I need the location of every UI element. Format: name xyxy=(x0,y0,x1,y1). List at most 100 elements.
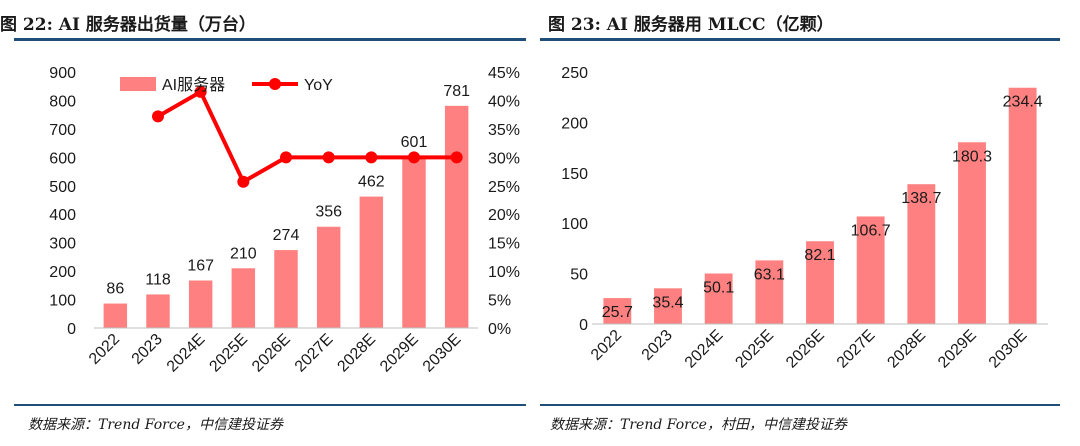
right-figure-title: 图 23: AI 服务器用 MLCC（亿颗） xyxy=(548,15,834,35)
right-bar xyxy=(704,273,733,324)
left-y2-tick-label: 5% xyxy=(488,293,511,310)
left-bar-data-label: 356 xyxy=(315,204,342,221)
left-x-tick-label: 2028E xyxy=(334,331,379,376)
left-yoy-marker xyxy=(365,151,378,164)
left-bar xyxy=(359,196,384,328)
left-legend-bar-swatch xyxy=(120,77,156,91)
right-bar xyxy=(603,298,632,324)
left-bar xyxy=(274,250,298,328)
left-yoy-marker xyxy=(194,85,207,98)
right-bar-data-label: 25.7 xyxy=(602,304,633,321)
left-bar-data-label: 118 xyxy=(145,271,171,288)
left-y2-tick-label: 15% xyxy=(488,236,520,253)
left-y2-tick-label: 25% xyxy=(488,179,520,196)
left-legend-bar-label: AI服务器 xyxy=(162,76,225,94)
right-bottom-rule xyxy=(540,404,1060,406)
left-y-tick-label: 500 xyxy=(49,179,76,196)
right-bar xyxy=(654,288,682,324)
right-y-tick-label: 200 xyxy=(561,115,588,132)
left-bottom-rule xyxy=(14,404,526,406)
left-bar-data-label: 274 xyxy=(273,227,300,244)
left-y-tick-label: 200 xyxy=(49,264,76,281)
right-y-tick-label: 250 xyxy=(561,65,588,82)
left-x-tick-label: 2023 xyxy=(129,331,166,368)
left-bar-data-label: 601 xyxy=(401,134,428,151)
left-legend-line-label: YoY xyxy=(304,77,333,94)
right-x-tick-label: 2024E xyxy=(682,327,727,372)
left-y-tick-label: 0 xyxy=(67,321,76,338)
left-bar-data-label: 210 xyxy=(230,245,257,262)
left-y2-tick-label: 35% xyxy=(488,122,520,139)
right-x-tick-label: 2022 xyxy=(588,327,625,364)
left-bar xyxy=(103,303,128,328)
left-yoy-marker xyxy=(280,151,292,164)
left-bar xyxy=(231,268,256,328)
left-y2-tick-label: 30% xyxy=(488,150,520,167)
right-y-tick-label: 100 xyxy=(561,216,588,233)
left-bar xyxy=(188,280,213,328)
right-chart: 0 50 100 150 200 250 25.7 35.4 50.1 63.1 82.1 106.7… xyxy=(561,65,1048,372)
left-bar xyxy=(316,226,341,328)
left-yoy-marker xyxy=(408,151,420,164)
right-bar xyxy=(806,241,834,324)
left-legend-line-marker xyxy=(269,78,281,90)
right-y-tick-label: 50 xyxy=(570,267,588,284)
right-x-tick-label: 2025E xyxy=(732,327,777,372)
left-x-tick-label: 2030E xyxy=(420,331,465,376)
right-x-tick-label: 2028E xyxy=(884,327,929,372)
right-x-tick-label: 2026E xyxy=(783,327,828,372)
left-x-tick-label: 2022 xyxy=(86,331,123,368)
left-y2-tick-label: 20% xyxy=(488,207,520,224)
right-bar-data-label: 82.1 xyxy=(804,247,835,264)
right-bar xyxy=(907,184,936,324)
left-bar-data-label: 781 xyxy=(443,83,470,100)
left-x-tick-label: 2025E xyxy=(206,331,251,376)
right-bar xyxy=(856,216,885,324)
right-x-tick-label: 2023 xyxy=(639,327,676,364)
left-y-tick-label: 400 xyxy=(49,207,76,224)
left-bar-data-label: 462 xyxy=(358,174,385,191)
left-yoy-line xyxy=(157,89,457,184)
left-bar-data-label: 167 xyxy=(187,257,214,274)
left-yoy-marker xyxy=(450,151,463,164)
left-bar xyxy=(146,294,170,328)
left-panel: 图 22: AI 服务器出货量（万台） 0 100 200 300 400 500 600 7… xyxy=(0,15,526,433)
left-source-note: 数据来源：Trend Force，中信建投证券 xyxy=(28,417,283,433)
left-bar xyxy=(402,157,426,328)
right-panel: 图 23: AI 服务器用 MLCC（亿颗） 0 50 100 150 200 250 25… xyxy=(540,0,1080,446)
left-bar xyxy=(444,105,469,328)
right-bar xyxy=(1008,87,1037,325)
left-x-tick-label: 2026E xyxy=(249,331,294,376)
right-bar-data-label: 106.7 xyxy=(851,222,891,239)
left-y-tick-label: 600 xyxy=(49,150,76,167)
left-y-tick-label: 100 xyxy=(49,293,76,310)
right-bar-data-label: 138.7 xyxy=(901,190,941,207)
right-bar-data-label: 234.4 xyxy=(1003,94,1043,111)
right-bar-data-label: 180.3 xyxy=(952,148,992,165)
right-bar-data-label: 63.1 xyxy=(754,266,785,283)
left-figure-title: 图 22: AI 服务器出货量（万台） xyxy=(0,15,256,35)
left-yoy-marker xyxy=(237,175,250,188)
right-top-rule xyxy=(540,38,1060,41)
left-y2-tick-label: 40% xyxy=(488,93,520,110)
left-y2-tick-label: 45% xyxy=(488,65,520,82)
right-y-tick-label: 150 xyxy=(561,166,588,183)
right-bar xyxy=(755,260,784,324)
right-x-tick-label: 2030E xyxy=(986,327,1031,372)
right-x-tick-label: 2029E xyxy=(935,327,980,372)
left-top-rule xyxy=(14,38,526,41)
left-yoy-marker xyxy=(322,151,335,164)
left-y-tick-label: 700 xyxy=(49,122,76,139)
left-yoy-marker xyxy=(152,110,164,123)
left-chart: 0 100 200 300 400 500 600 700 800 900 0% 5% 10% 15% 20… xyxy=(49,65,520,376)
right-bar-data-label: 35.4 xyxy=(652,294,683,311)
left-y-tick-label: 300 xyxy=(49,236,76,253)
left-x-tick-label: 2029E xyxy=(377,331,422,376)
left-y-tick-label: 900 xyxy=(49,65,76,82)
right-y-tick-label: 0 xyxy=(579,317,588,334)
left-y2-tick-label: 0% xyxy=(488,321,511,338)
right-x-tick-label: 2027E xyxy=(834,327,879,372)
left-x-tick-label: 2027E xyxy=(292,331,337,376)
left-bar-data-label: 86 xyxy=(106,281,124,298)
left-x-tick-label: 2024E xyxy=(164,331,209,376)
